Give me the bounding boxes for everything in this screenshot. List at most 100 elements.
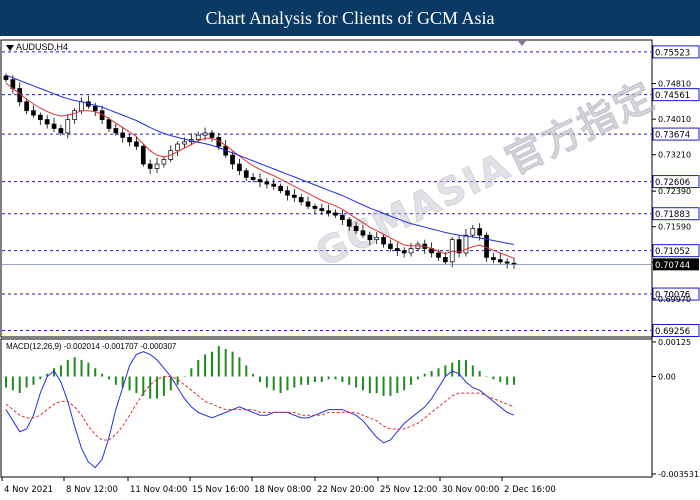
macd-histogram-bar xyxy=(107,376,110,380)
macd-histogram-bar xyxy=(403,376,406,391)
macd-histogram-bar xyxy=(101,373,104,377)
macd-histogram-bar xyxy=(87,362,90,377)
price-axis: 0.75523 0.74561 0.73674 0.72606 0.71883 0.710… xyxy=(652,45,700,338)
level-tag-label: 0.71052 xyxy=(655,247,690,257)
candle-body xyxy=(127,137,132,143)
time-tick-label: 22 Nov 20:00 xyxy=(317,485,374,495)
level-tag xyxy=(652,287,700,301)
macd-histogram-bar xyxy=(183,376,186,378)
macd-histogram-bar xyxy=(464,359,467,377)
dropdown-triangle-icon[interactable] xyxy=(6,44,14,51)
time-tick-label: 4 Nov 2021 xyxy=(4,485,53,495)
chart-banner-title: Chart Analysis for Clients of GCM Asia xyxy=(0,0,700,36)
candle-body xyxy=(243,170,249,178)
candle-body xyxy=(209,132,215,138)
candle-body xyxy=(456,239,462,254)
current-price-label: 0.70744 xyxy=(655,261,690,271)
level-tag xyxy=(652,244,700,258)
candle-body xyxy=(470,228,476,236)
candle-body xyxy=(250,177,256,180)
candle-body xyxy=(230,154,235,165)
candle-body xyxy=(346,219,352,227)
macd-histogram-bar xyxy=(300,376,303,385)
support-resistance-levels xyxy=(2,51,651,332)
candle-body xyxy=(497,259,503,263)
candle-body xyxy=(257,179,263,183)
candle-body xyxy=(291,194,297,198)
macd-panel-frame xyxy=(0,338,653,478)
price-tick-label: 0.74810 xyxy=(658,80,691,89)
macd-histogram-bar xyxy=(499,376,502,383)
candle-body xyxy=(312,205,318,209)
candle-body xyxy=(92,105,98,112)
macd-histogram-bar xyxy=(334,376,337,380)
level-tag xyxy=(652,127,700,141)
macd-histogram-bar xyxy=(25,376,28,388)
macd-histogram-bar xyxy=(231,351,234,377)
macd-histogram-bar xyxy=(5,376,7,388)
time-tick-label: 11 Nov 04:00 xyxy=(130,485,187,495)
macd-histogram-bar xyxy=(66,359,69,377)
candle-body xyxy=(278,185,283,192)
level-tag xyxy=(652,88,700,102)
macd-histogram-bar xyxy=(430,370,433,377)
macd-histogram-bar xyxy=(73,357,76,377)
price-tick-label: 0.74010 xyxy=(658,115,691,124)
candle-body xyxy=(154,163,160,169)
macd-histogram-bar xyxy=(313,376,316,383)
macd-histogram-bar xyxy=(53,368,56,377)
symbol-text: AUDUSD,H4 xyxy=(16,42,69,52)
candle-body xyxy=(353,225,359,232)
macd-histogram-bar xyxy=(307,376,310,385)
macd-histogram-bar xyxy=(272,376,275,391)
candle-body xyxy=(3,75,9,80)
candlesticks xyxy=(3,73,517,269)
macd-histogram-bar xyxy=(485,376,488,378)
candle-body xyxy=(237,163,242,172)
macd-histogram-bar xyxy=(293,376,296,388)
level-tag xyxy=(652,207,700,221)
candle-body xyxy=(106,119,112,129)
macd-histogram-bar xyxy=(286,376,289,391)
candle-body xyxy=(340,214,345,220)
trading-chart[interactable]: GCMASIA官方指定 0.755230.745610.736740.72606… xyxy=(0,36,700,500)
candle-body xyxy=(298,197,304,203)
candle-body xyxy=(367,234,373,240)
candle-body xyxy=(202,132,208,136)
macd-histogram-bar xyxy=(279,376,282,394)
ma-slow-line xyxy=(5,74,515,245)
candle-body xyxy=(443,257,448,263)
macd-histogram-bar xyxy=(80,359,83,377)
macd-histogram-bar xyxy=(348,376,351,385)
candle-body xyxy=(401,250,407,254)
current-price: 0.70744 xyxy=(2,258,699,271)
candle-body xyxy=(37,114,43,120)
candle-body xyxy=(264,181,270,185)
candle-body xyxy=(147,163,153,169)
macd-histogram-bar xyxy=(190,368,193,377)
macd-histogram-bar xyxy=(478,370,481,377)
candle-body xyxy=(44,119,50,125)
macd-histogram-bar xyxy=(320,376,323,383)
time-axis: 4 Nov 2021 8 Nov 12:00 11 Nov 04:00 15 Nov … xyxy=(1,477,556,495)
candle-body xyxy=(72,110,77,120)
macd-histogram-bar xyxy=(444,365,447,377)
candle-body xyxy=(360,230,366,236)
macd-histogram-bar xyxy=(355,376,358,388)
macd-histogram-bar xyxy=(162,376,165,396)
candle-body xyxy=(271,183,277,187)
level-tag-label: 0.71883 xyxy=(655,210,690,220)
macd-histogram-bar xyxy=(224,348,227,377)
chart-shift-marker[interactable] xyxy=(518,41,526,46)
candle-body xyxy=(65,119,71,134)
macd-histogram-bar xyxy=(375,376,378,394)
macd-histogram-bar xyxy=(451,362,454,377)
macd-histogram-bar xyxy=(245,365,248,377)
macd-histogram-bar xyxy=(39,376,42,380)
candle-body xyxy=(388,243,393,249)
price-tick-label: 0.71590 xyxy=(658,223,691,232)
candle-body xyxy=(326,210,331,214)
macd-histogram-bar xyxy=(492,376,495,380)
signal-line xyxy=(5,376,515,441)
candle-body xyxy=(175,143,180,152)
